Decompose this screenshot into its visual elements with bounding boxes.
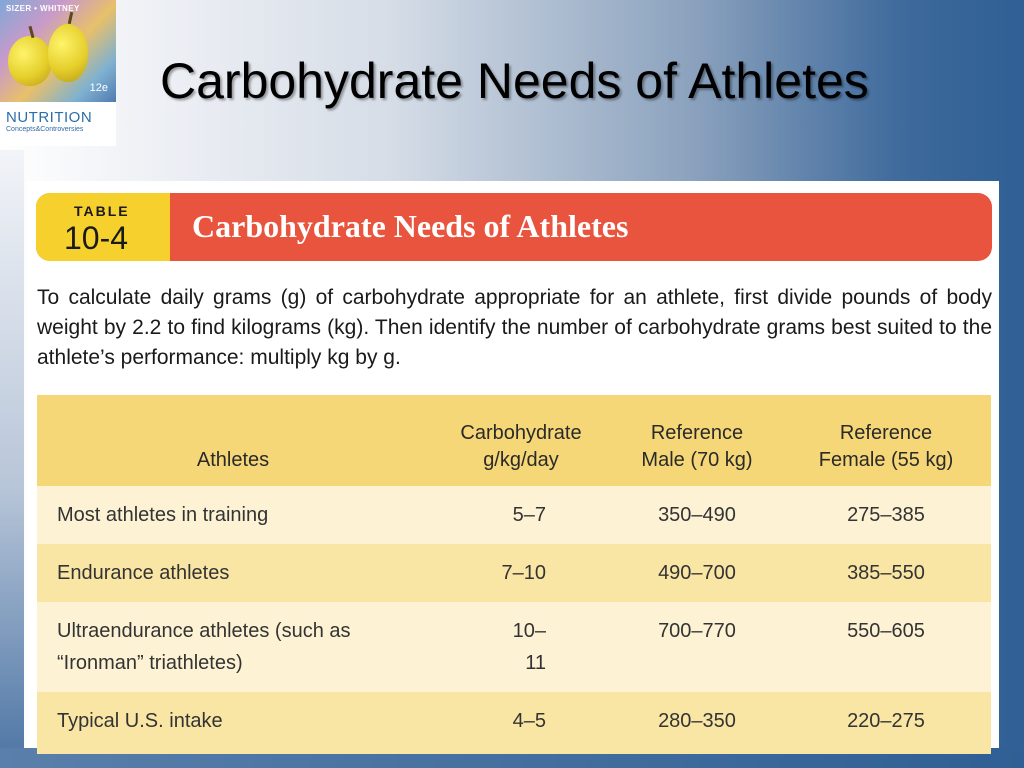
cell-carbohydrate: 5–7	[429, 486, 613, 544]
header-male-line1: Reference	[650, 422, 744, 444]
table-badge-word: TABLE	[74, 203, 130, 219]
table-header-row: Athletes Carbohydrate g/kg/day Reference M…	[37, 395, 991, 486]
cover-edition: 12e	[89, 82, 108, 94]
cell-carbohydrate: 10–11	[429, 602, 613, 692]
cell-reference-male: 280–350	[613, 692, 781, 754]
carbohydrate-table: Athletes Carbohydrate g/kg/day Reference M…	[37, 395, 991, 754]
cell-athletes-line2: “Ironman” triathletes)	[57, 652, 243, 674]
table-row: Most athletes in training 5–7 350–490 27…	[37, 486, 991, 544]
table-banner-title: Carbohydrate Needs of Athletes	[192, 208, 629, 244]
table-badge-number: 10-4	[64, 220, 129, 256]
cover-artwork: SIZER • WHITNEY 12e	[0, 0, 116, 102]
table-row: Endurance athletes 7–10 490–700 385–550	[37, 544, 991, 602]
cover-brand: NUTRITION	[6, 109, 93, 126]
slide-title: Carbohydrate Needs of Athletes	[160, 53, 869, 109]
cell-reference-male: 350–490	[613, 486, 781, 544]
table-card: TABLE 10-4 Carbohydrate Needs of Athlete…	[26, 181, 999, 754]
cell-athletes: Endurance athletes	[37, 544, 429, 602]
cover-authors: SIZER • WHITNEY	[6, 4, 80, 13]
cell-athletes: Typical U.S. intake	[37, 692, 429, 754]
cell-reference-female: 220–275	[781, 692, 991, 754]
cell-athletes: Ultraendurance athletes (such as “Ironman…	[37, 602, 429, 692]
pear-illustration	[8, 36, 52, 86]
table-intro-text: To calculate daily grams (g) of carbohyd…	[37, 286, 992, 369]
cell-carbohydrate: 7–10	[429, 544, 613, 602]
header-athletes: Athletes	[37, 395, 429, 486]
cell-carbohydrate-value: 7–10	[501, 562, 547, 584]
header-male-line2: Male (70 kg)	[641, 449, 753, 471]
header-female-line1: Reference	[839, 422, 933, 444]
pear-stem	[67, 11, 74, 25]
cell-reference-female: 275–385	[781, 486, 991, 544]
header-carb-line1: Carbohydrate	[460, 422, 582, 444]
header-female-line2: Female (55 kg)	[818, 449, 954, 471]
table-row: Typical U.S. intake 4–5 280–350 220–275	[37, 692, 991, 754]
background-strip-left	[0, 150, 24, 768]
cell-athletes-line1: Ultraendurance athletes (such as	[57, 620, 351, 642]
cell-carbohydrate-value: 4–5	[512, 710, 546, 732]
cell-athletes: Most athletes in training	[37, 486, 429, 544]
cover-subtitle: Concepts&Controversies	[6, 126, 84, 133]
cell-reference-male: 700–770	[613, 602, 781, 692]
table-banner: TABLE 10-4 Carbohydrate Needs of Athlete…	[36, 193, 992, 261]
header-athletes-label: Athletes	[196, 449, 270, 471]
header-carb-line2: g/kg/day	[483, 449, 559, 471]
cell-reference-female: 550–605	[781, 602, 991, 692]
cell-carbohydrate: 4–5	[429, 692, 613, 754]
table-row: Ultraendurance athletes (such as “Ironman…	[37, 602, 991, 692]
header-reference-female: Reference Female (55 kg)	[781, 395, 991, 486]
pear-illustration	[48, 24, 88, 82]
header-carbohydrate: Carbohydrate g/kg/day	[429, 395, 613, 486]
cell-carbohydrate-value: 5–7	[512, 504, 546, 526]
header-reference-male: Reference Male (70 kg)	[613, 395, 781, 486]
book-cover: SIZER • WHITNEY 12e NUTRITION Concepts&C…	[0, 0, 116, 146]
cell-reference-female: 385–550	[781, 544, 991, 602]
cell-carbohydrate-value: 10–11	[512, 620, 546, 674]
cell-reference-male: 490–700	[613, 544, 781, 602]
table-badge: TABLE 10-4	[36, 193, 170, 261]
